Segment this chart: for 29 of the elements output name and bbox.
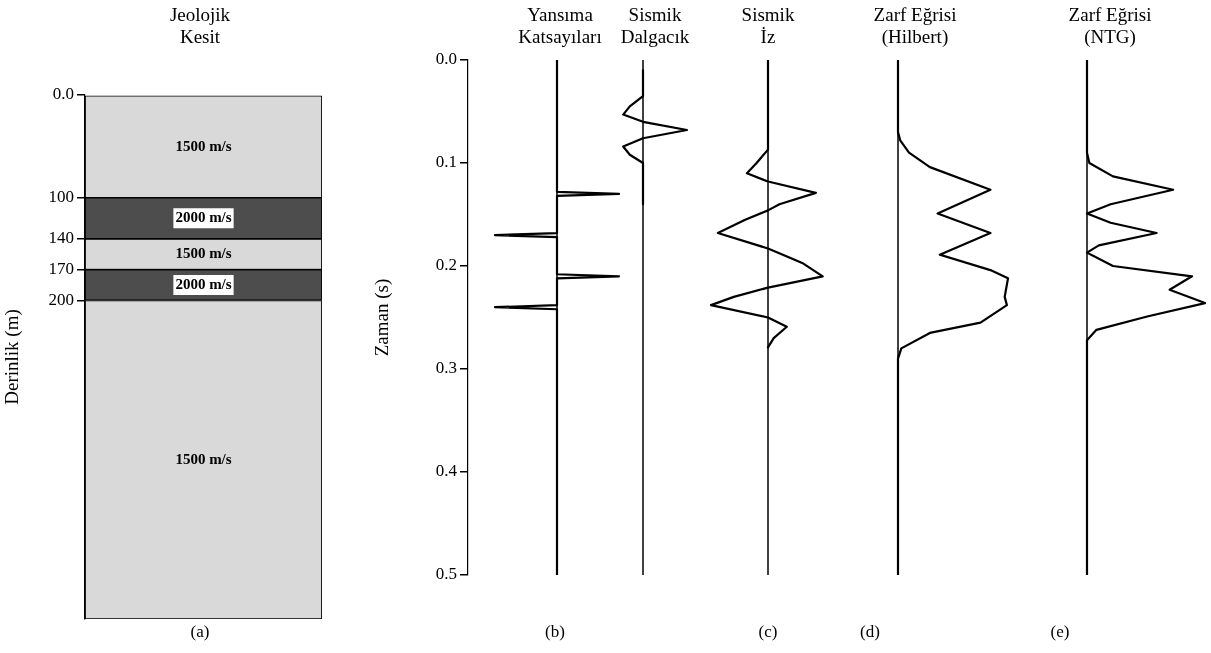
y-tick-label: 0.4 [435,461,458,481]
y-tick-label: 200 [48,289,74,309]
annotation: 1500 m/s [175,137,232,154]
chart-title: Zarf Eğrisi (NTG) [1068,4,1152,48]
y-axis-title: Zaman (s) [371,278,394,357]
text: (d) [860,622,880,642]
y-axis-title: Derinlik (m) [1,309,24,405]
chart-title: Sismik İz [741,4,795,48]
annotation: 2000 m/s [175,275,232,292]
text: (e) [1050,622,1070,642]
chart-title: Zarf Eğrisi (Hilbert) [873,4,957,48]
y-tick-label: 0.1 [435,152,457,172]
y-tick-label: 0.0 [52,84,74,104]
chart-title: Sismik Dalgacık [620,4,690,48]
y-tick-label: 0.3 [435,358,457,378]
y-tick-label: 100 [48,187,74,207]
text: (a) [190,622,210,642]
y-tick-label: 0.0 [435,49,457,69]
annotation: 1500 m/s [175,245,232,262]
annotation: 2000 m/s [175,209,232,226]
y-tick-label: 140 [48,228,74,248]
chart-title: Jeolojik Kesit [169,4,231,48]
y-tick-label: 0.5 [435,564,457,584]
y-tick-label: 170 [48,259,74,279]
chart-title: Yansıma Katsayıları [518,4,602,48]
text: (c) [758,622,778,642]
y-tick-label: 0.2 [435,255,457,275]
text: (b) [545,622,565,642]
annotation: 1500 m/s [175,450,232,467]
